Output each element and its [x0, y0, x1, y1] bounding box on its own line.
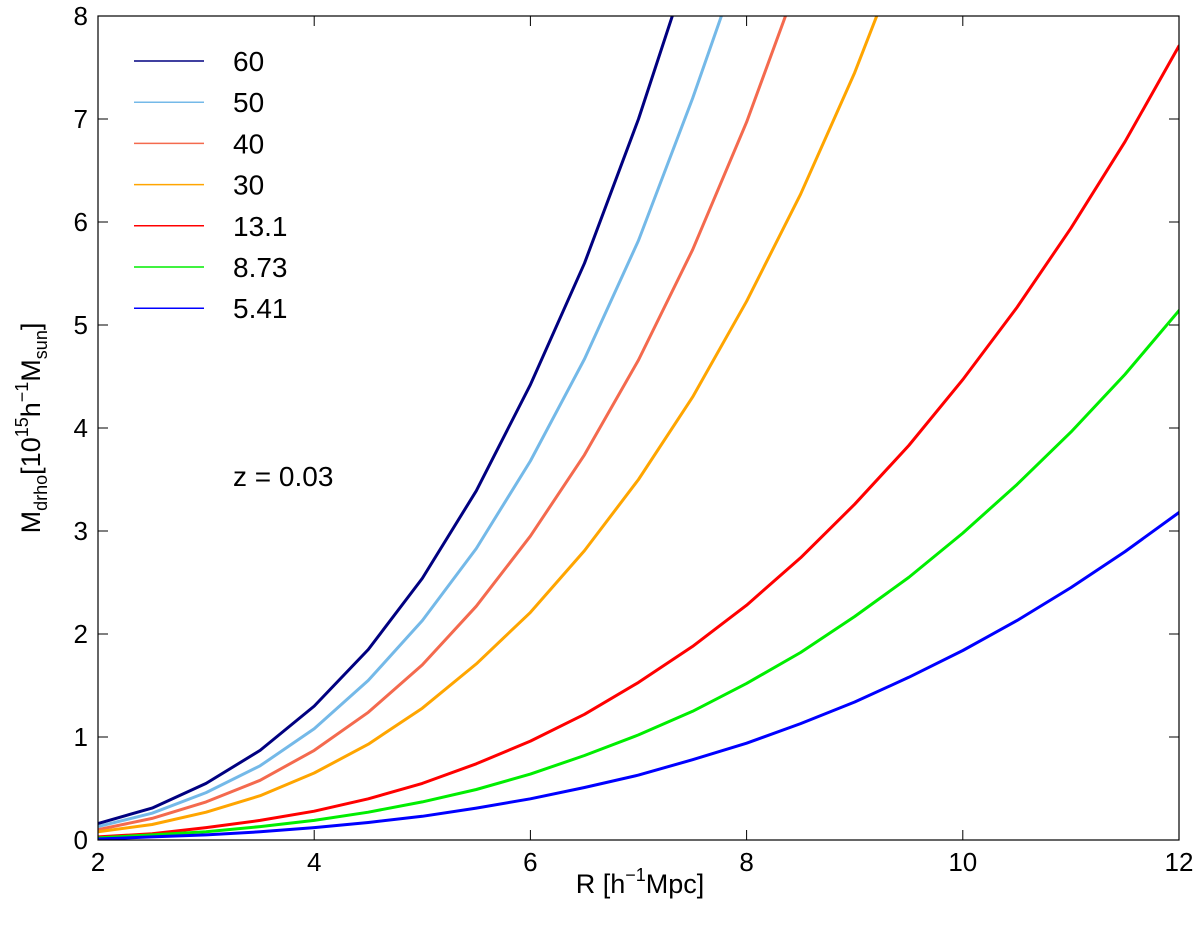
y-tick-label: 2	[74, 619, 88, 649]
x-tick-label: 2	[91, 847, 105, 877]
y-axis-label: Mdrho[1015h−1Msun]	[12, 323, 51, 534]
x-axis-label-base: R [h	[576, 869, 626, 899]
x-tick-label: 6	[523, 847, 537, 877]
x-tick-label: 10	[948, 847, 977, 877]
y-axis-label-mid3: M	[16, 359, 46, 382]
y-tick-label: 0	[74, 825, 88, 855]
series-layer	[98, 16, 1179, 840]
y-tick-label: 6	[74, 207, 88, 237]
series-line-60	[98, 16, 674, 825]
x-tick-label: 12	[1165, 847, 1194, 877]
x-axis-label-rest: Mpc]	[646, 869, 705, 899]
annotation-redshift: z = 0.03	[233, 461, 333, 492]
y-axis-label-end: ]	[16, 323, 46, 331]
series-line-8-73	[98, 309, 1179, 840]
x-tick-label: 4	[307, 847, 321, 877]
series-line-5-41	[98, 511, 1179, 840]
x-axis-label: R [h−1Mpc]	[576, 865, 705, 899]
y-tick-label: 5	[74, 310, 88, 340]
x-axis-label-sup: −1	[625, 865, 646, 885]
series-line-30	[98, 16, 879, 834]
y-axis-label-sub2: sun	[31, 330, 51, 359]
y-axis-label-sub1: drho	[31, 475, 51, 511]
y-axis-label-base: M	[16, 511, 46, 534]
y-tick-label: 8	[74, 1, 88, 31]
y-tick-label: 3	[74, 516, 88, 546]
legend-label-40: 40	[233, 128, 264, 159]
y-axis-label-mid2: h	[16, 402, 46, 417]
legend-label-5-41: 5.41	[233, 293, 288, 324]
legend: 60 50 40 30 13.1 8.73 5.41	[134, 46, 288, 324]
legend-label-60: 60	[233, 46, 264, 77]
legend-label-13-1: 13.1	[233, 211, 288, 242]
y-axis-label-sup2: −1	[12, 382, 32, 403]
series-line-13-1	[98, 44, 1179, 839]
y-tick-label: 4	[74, 413, 88, 443]
legend-label-30: 30	[233, 170, 264, 201]
plot-frame	[97, 15, 1180, 841]
legend-label-8-73: 8.73	[233, 252, 288, 283]
y-axis-label-mid: [10	[16, 437, 46, 475]
legend-label-50: 50	[233, 87, 264, 118]
series-line-40	[98, 16, 788, 832]
y-tick-label: 1	[74, 722, 88, 752]
x-tick-label: 8	[739, 847, 753, 877]
y-axis-label-sup1: 15	[12, 417, 32, 437]
y-tick-label: 7	[74, 104, 88, 134]
plot-background	[98, 16, 1179, 840]
series-line-50	[98, 16, 723, 829]
